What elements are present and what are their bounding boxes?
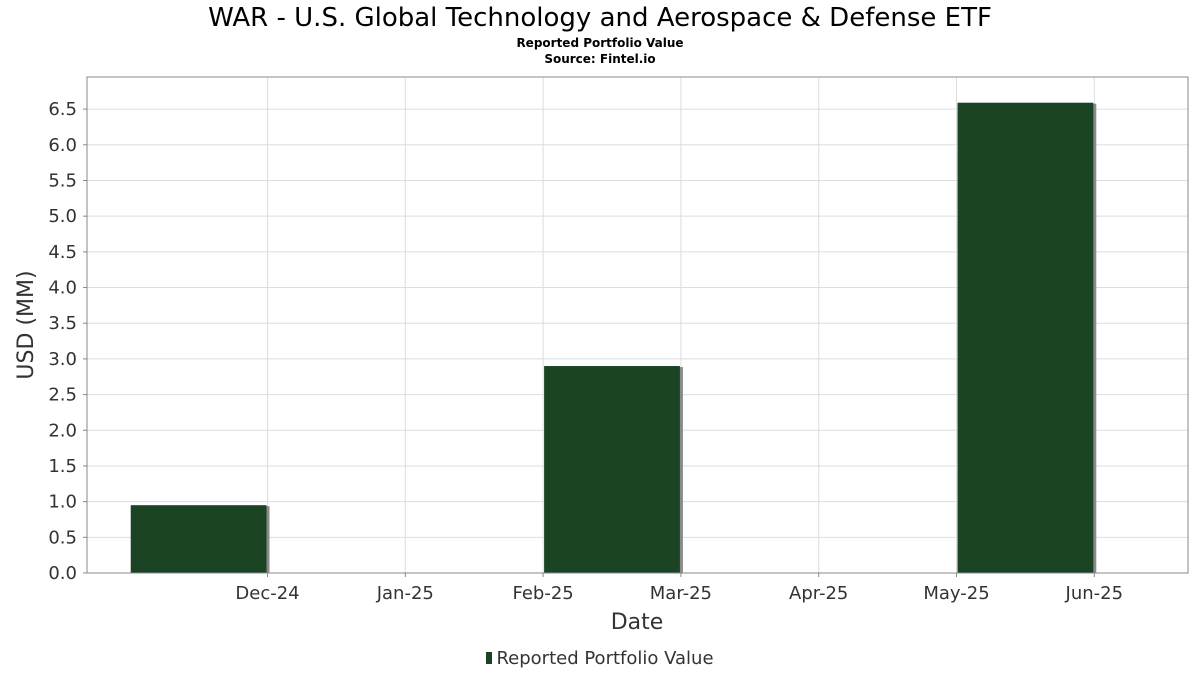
bars — [130, 102, 1097, 574]
chart-subtitle: Reported Portfolio Value — [516, 36, 684, 50]
y-axis-ticks: 0.0 0.5 1.0 1.5 2.0 2.5 3.0 3.5 4.0 4.5 5.0 5.5 6.0 6… — [48, 99, 87, 584]
y-axis-title: USD (MM) — [14, 270, 39, 379]
x-tick-label: Jan-25 — [376, 583, 434, 604]
x-tick-label: Apr-25 — [789, 583, 848, 604]
x-axis-title: Date — [611, 610, 664, 635]
y-tick-label: 3.0 — [48, 349, 77, 370]
bar — [544, 366, 680, 573]
y-tick-label: 2.5 — [48, 385, 77, 406]
y-tick-label: 6.0 — [48, 135, 77, 156]
y-tick-label: 5.5 — [48, 170, 77, 191]
bar-chart: 0.0 0.5 1.0 1.5 2.0 2.5 3.0 3.5 4.0 4.5 5.0 5.5 6.0 6… — [14, 76, 1189, 635]
x-axis-ticks: Dec-24 Jan-25 Feb-25 Mar-25 Apr-25 May-25 Jun-… — [235, 573, 1123, 604]
bar — [957, 102, 1094, 574]
y-tick-label: 1.5 — [48, 456, 77, 477]
legend-swatch — [486, 652, 493, 664]
x-tick-label: Feb-25 — [512, 583, 573, 604]
chart-source: Source: Fintel.io — [544, 52, 656, 66]
y-tick-label: 3.5 — [48, 313, 77, 334]
plot-frame — [86, 76, 1189, 574]
y-tick-label: 5.0 — [48, 206, 77, 227]
y-tick-label: 6.5 — [48, 99, 77, 120]
x-tick-label: Jun-25 — [1065, 583, 1124, 604]
chart-title: WAR - U.S. Global Technology and Aerospa… — [208, 3, 992, 33]
y-tick-label: 1.0 — [48, 492, 77, 513]
legend-label: Reported Portfolio Value — [496, 648, 714, 669]
y-tick-label: 2.0 — [48, 420, 77, 441]
y-tick-label: 0.5 — [48, 527, 77, 548]
y-tick-label: 4.0 — [48, 278, 77, 299]
y-tick-label: 4.5 — [48, 242, 77, 263]
x-tick-label: Mar-25 — [650, 583, 712, 604]
legend: Reported Portfolio Value — [0, 648, 1200, 670]
x-tick-label: May-25 — [923, 583, 989, 604]
bar — [130, 505, 267, 573]
y-tick-label: 0.0 — [48, 563, 77, 584]
x-tick-label: Dec-24 — [235, 583, 299, 604]
